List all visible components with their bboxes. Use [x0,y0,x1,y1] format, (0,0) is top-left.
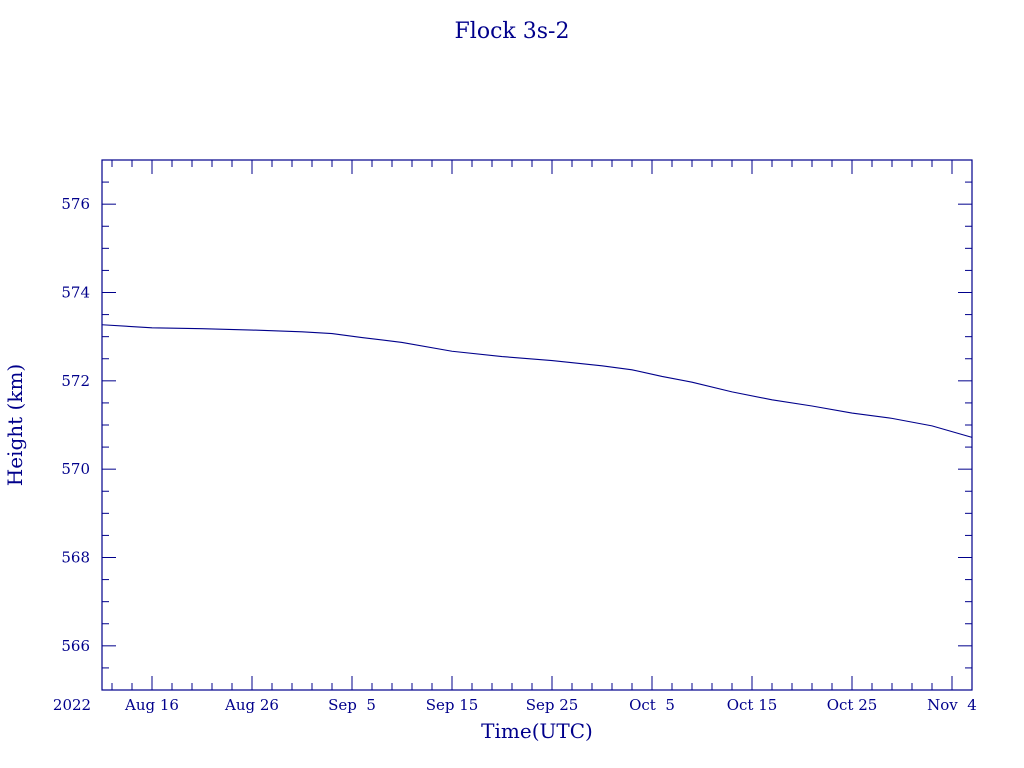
chart-title: Flock 3s-2 [455,19,570,44]
y-tick-label: 570 [61,460,90,478]
series-line-height [101,324,973,438]
x-tick-label: Sep 5 [328,696,376,714]
x-tick-label: Oct 25 [827,696,878,714]
y-tick-label: 568 [61,549,90,567]
x-tick-label: Nov 4 [927,696,977,714]
x-axis-title: Time(UTC) [481,719,593,743]
y-tick-label: 566 [61,637,90,655]
x-axis-ticks: Aug 16 Aug 26 Sep 5 Sep 15 Sep 25 Oct 5 Oct 15… [111,160,977,714]
x-tick-label: Sep 25 [526,696,579,714]
x-axis-year-label: 2022 [53,696,91,714]
plot-frame [101,159,973,691]
x-tick-label: Oct 5 [629,696,675,714]
y-tick-label: 574 [61,284,90,302]
x-tick-label: Oct 15 [727,696,778,714]
y-tick-label: 572 [61,372,90,390]
y-tick-label: 576 [61,195,90,213]
y-axis-title: Height (km) [3,364,27,486]
x-tick-label: Aug 16 [124,696,179,714]
x-tick-label: Aug 26 [224,696,279,714]
x-tick-label: Sep 15 [426,696,479,714]
y-axis-ticks: 566 568 570 572 574 576 [61,159,972,691]
